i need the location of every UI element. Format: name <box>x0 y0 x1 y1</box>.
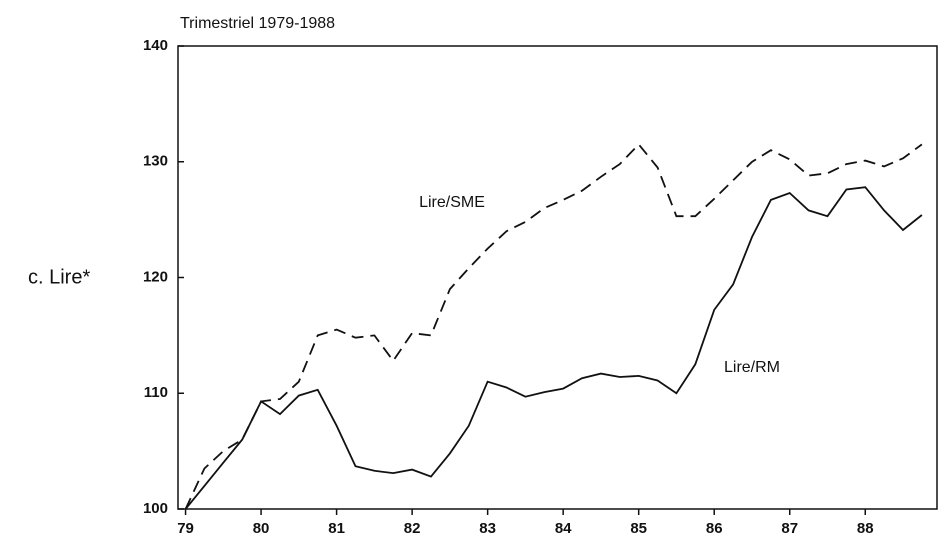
x-tick-label: 82 <box>404 520 421 537</box>
line <box>184 186 923 510</box>
y-tick-label: 140 <box>143 37 168 54</box>
x-tick-label: 88 <box>857 520 874 537</box>
x-tick-label: 86 <box>706 520 723 537</box>
y-axis-label: c. Lire* <box>28 266 90 288</box>
x-tick-label: 85 <box>630 520 647 537</box>
chart-subtitle: Trimestriel 1979-1988 <box>180 15 335 32</box>
x-tick-label: 79 <box>177 520 194 537</box>
y-tick-label: 100 <box>143 500 168 517</box>
series-label: Lire/SME <box>419 194 485 211</box>
x-tick-label: 84 <box>555 520 572 537</box>
plot-frame <box>177 45 938 510</box>
y-tick-label: 120 <box>143 268 168 285</box>
x-tick-label: 83 <box>479 520 496 537</box>
series-label: Lire/RM <box>724 359 780 376</box>
x-tick-label: 87 <box>781 520 798 537</box>
y-tick-label: 110 <box>144 384 168 401</box>
line <box>184 143 923 510</box>
x-tick-label: 81 <box>328 520 345 537</box>
x-tick-label: 80 <box>253 520 270 537</box>
y-tick-label: 130 <box>143 153 168 170</box>
